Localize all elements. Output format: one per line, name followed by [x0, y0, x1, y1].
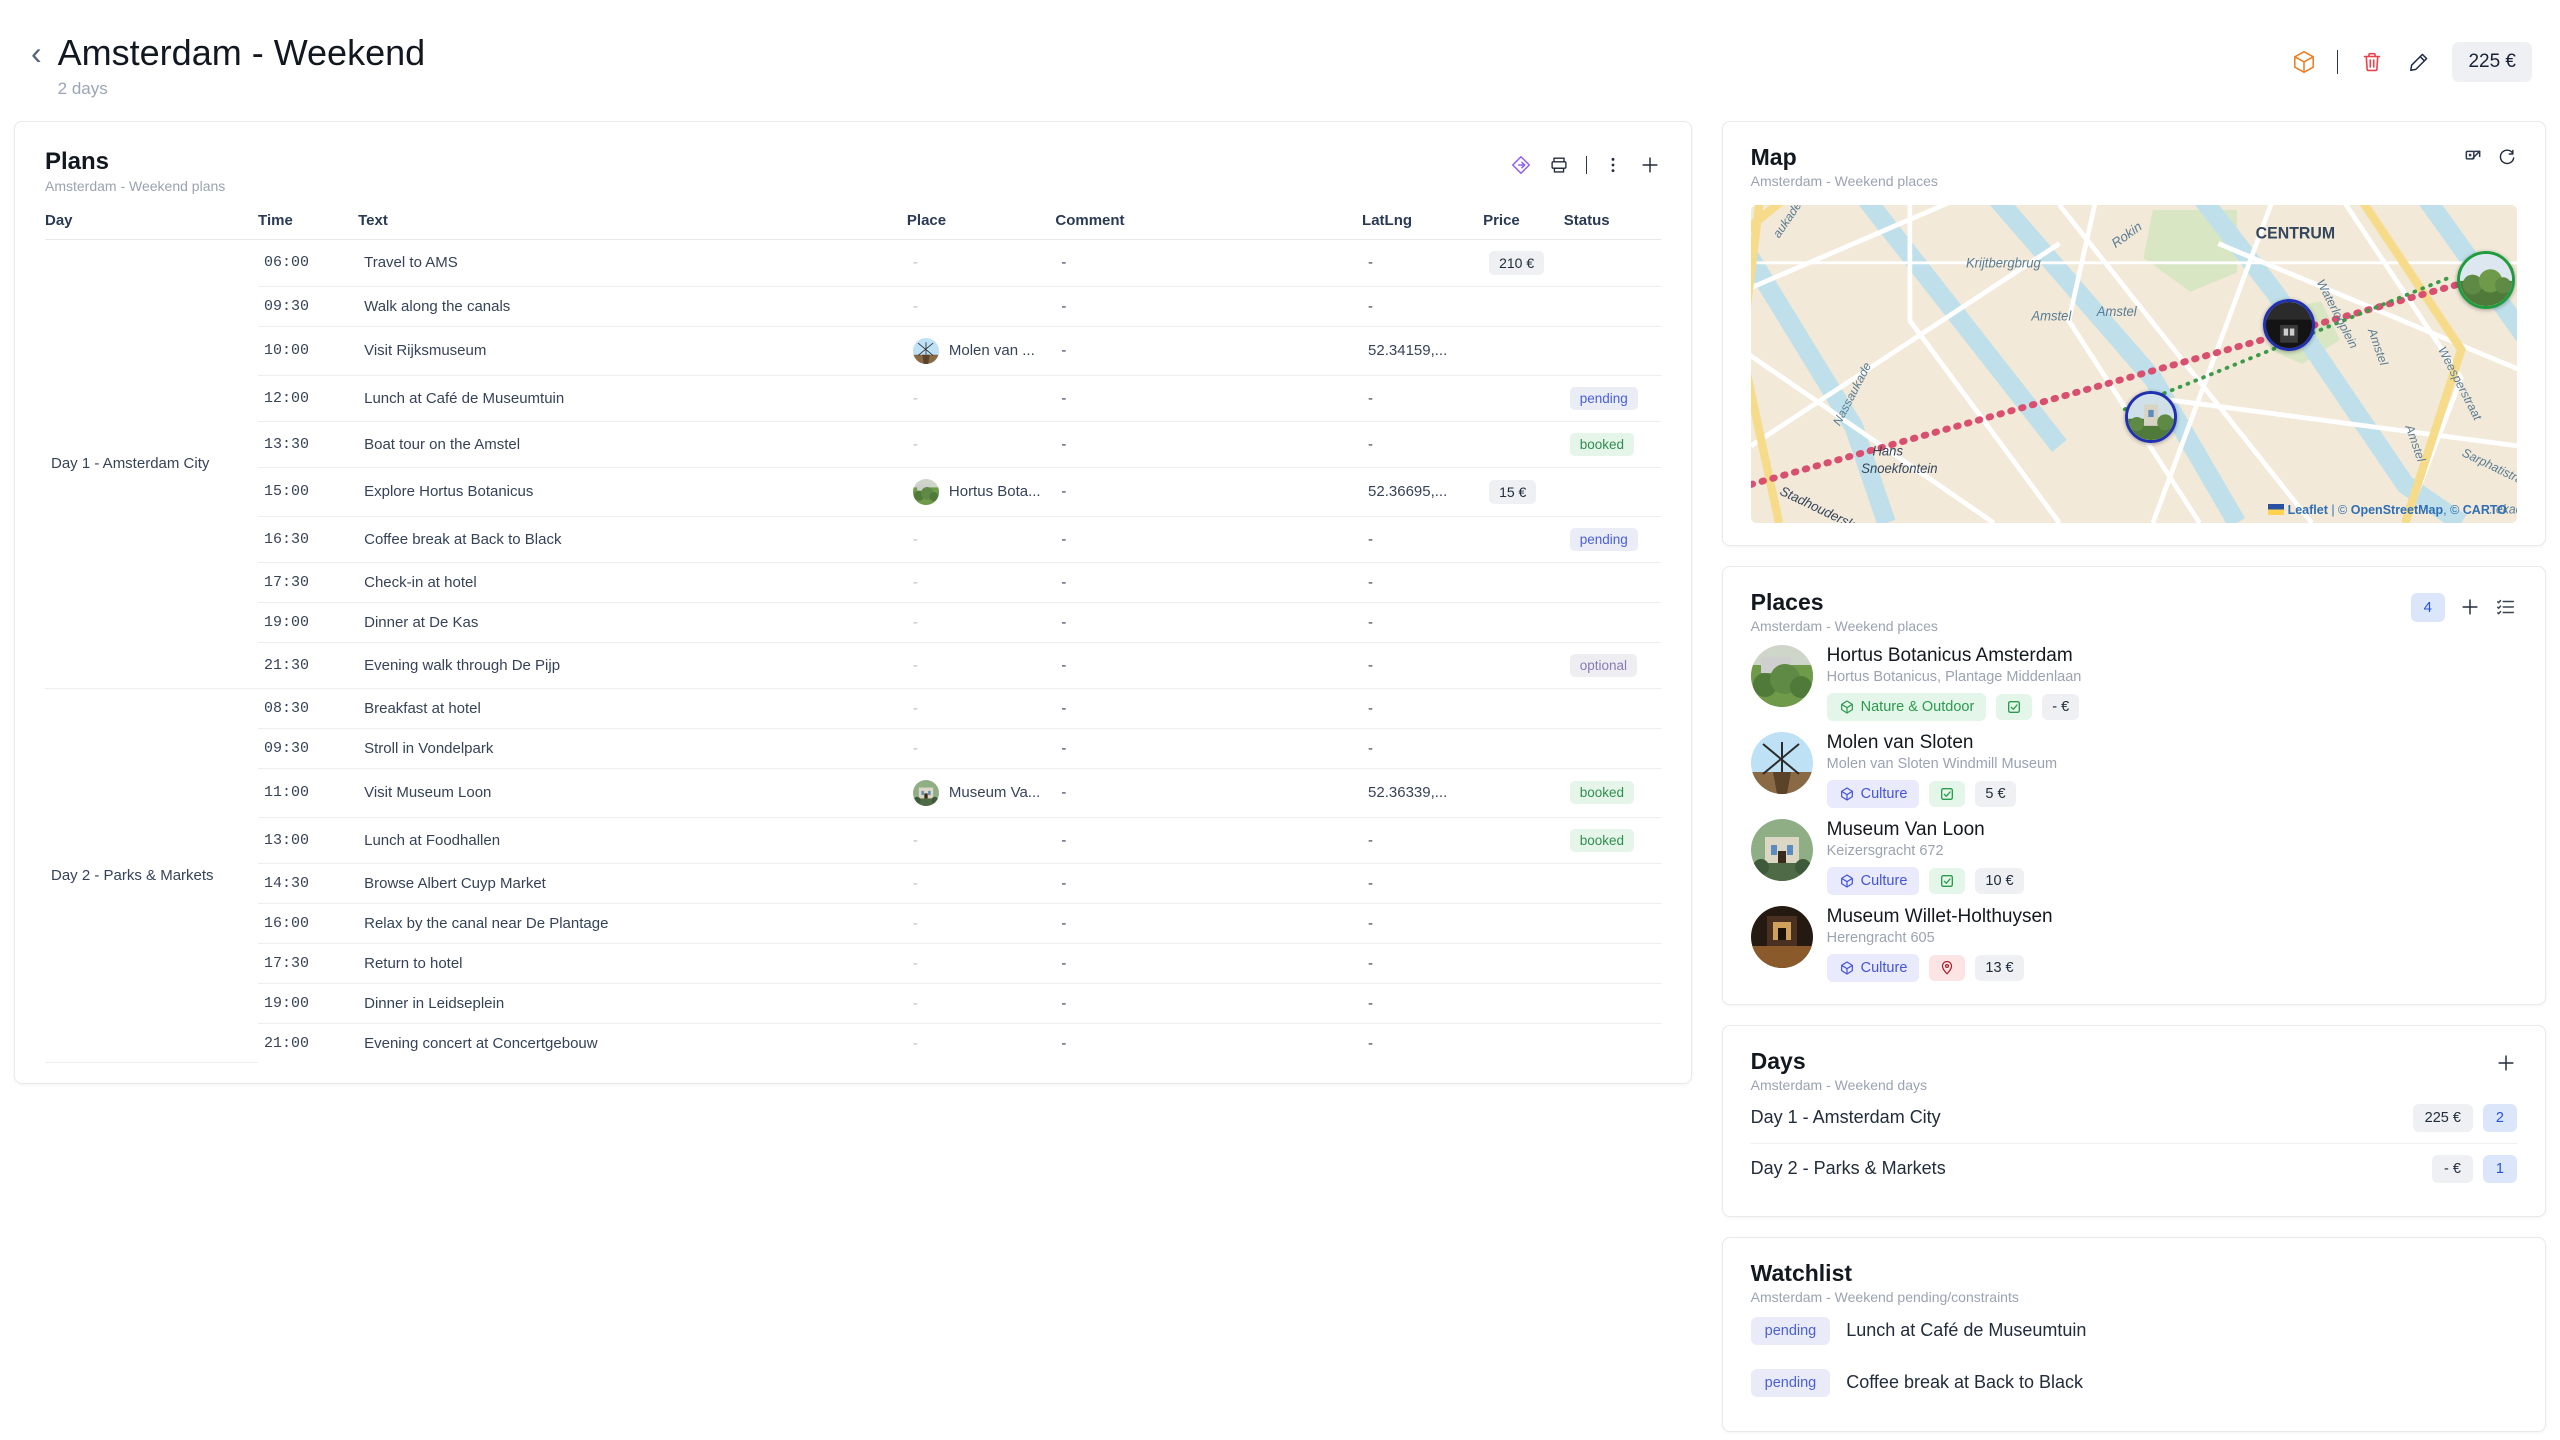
svg-text:Snoekfontein: Snoekfontein: [1861, 461, 1937, 476]
svg-text:Amstel: Amstel: [2030, 308, 2072, 323]
svg-text:CENTRUM: CENTRUM: [2255, 224, 2334, 242]
svg-text:Amstel: Amstel: [2095, 303, 2137, 318]
svg-text:Krijtbergbrug: Krijtbergbrug: [1966, 255, 2041, 270]
svg-text:Hans: Hans: [1872, 443, 1903, 458]
